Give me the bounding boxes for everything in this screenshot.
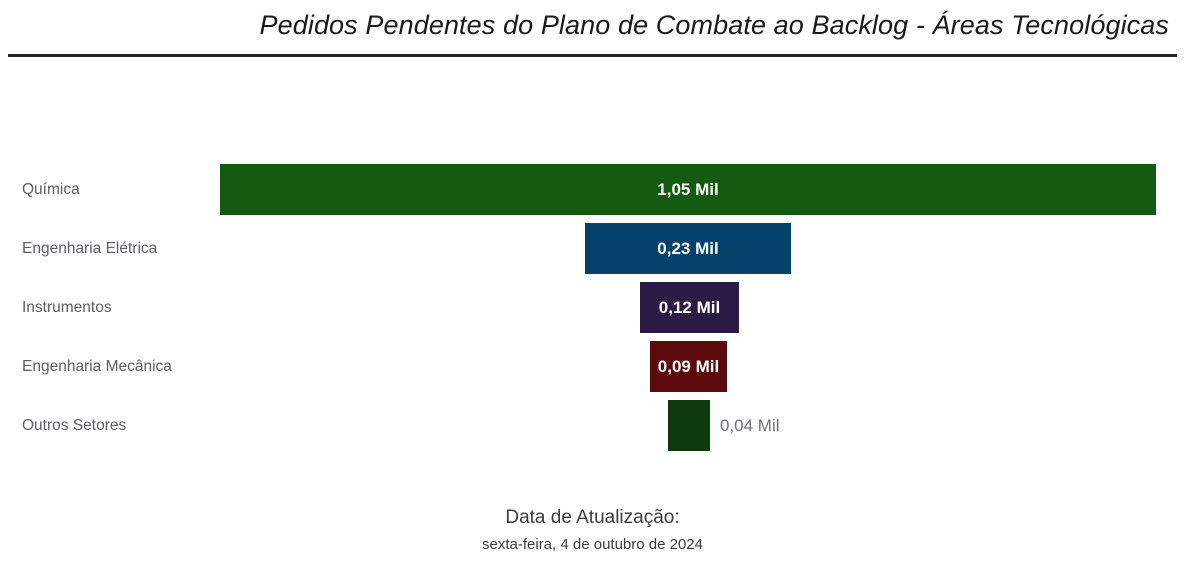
- bar-4[interactable]: [650, 341, 727, 392]
- chart-header: Pedidos Pendentes do Plano de Combate ao…: [0, 0, 1185, 58]
- bar-category-label: Engenharia Elétrica: [22, 219, 157, 278]
- bar-row: Engenharia Mecânica0,09 Mil: [0, 337, 1185, 396]
- chart-plot-area: Química1,05 MilEngenharia Elétrica0,23 M…: [0, 160, 1185, 470]
- bar-category-label: Engenharia Mecânica: [22, 337, 172, 396]
- title-divider: [8, 54, 1177, 57]
- update-date-value: sexta-feira, 4 de outubro de 2024: [0, 533, 1185, 557]
- bar-category-label: Outros Setores: [22, 396, 126, 455]
- page-title: Pedidos Pendentes do Plano de Combate ao…: [260, 10, 1170, 41]
- bar-value-label: 0,04 Mil: [720, 400, 780, 451]
- bar-row: Outros Setores 0,04 Mil: [0, 396, 1185, 455]
- update-date-label: Data de Atualização:: [0, 505, 1185, 531]
- bar-category-label: Instrumentos: [22, 278, 112, 337]
- bar-5[interactable]: [668, 400, 710, 451]
- bar-2[interactable]: [585, 223, 791, 274]
- bar-3[interactable]: [640, 282, 739, 333]
- bar-row: Engenharia Elétrica0,23 Mil: [0, 219, 1185, 278]
- bar-1[interactable]: [220, 164, 1156, 215]
- bar-row: Química1,05 Mil: [0, 160, 1185, 219]
- bar-category-label: Química: [22, 160, 80, 219]
- bar-row: Instrumentos0,12 Mil: [0, 278, 1185, 337]
- chart-footer: Data de Atualização: sexta-feira, 4 de o…: [0, 505, 1185, 557]
